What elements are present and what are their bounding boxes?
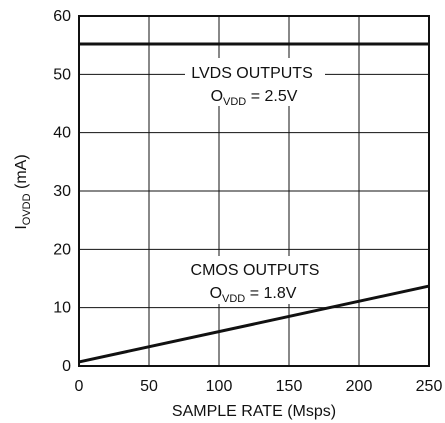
y-tick-label: 10 <box>53 300 71 317</box>
y-tick-label: 40 <box>53 125 71 142</box>
y-tick-label: 50 <box>53 66 71 83</box>
cmos-annotation-line2: OVDD = 1.8V <box>210 285 297 305</box>
series-group <box>78 42 430 364</box>
x-tick-label: 150 <box>276 378 303 395</box>
x-tick-label: 100 <box>206 378 233 395</box>
x-tick-label: 200 <box>346 378 373 395</box>
lvds-label-background <box>185 58 325 106</box>
lvds-annotation-line2: OVDD = 2.5V <box>211 88 298 108</box>
y-tick-label: 30 <box>53 183 71 200</box>
x-tick-label: 0 <box>75 378 84 395</box>
plot-frame <box>78 15 430 367</box>
y-tick-label: 0 <box>62 358 71 375</box>
cmos-label-background <box>187 256 327 304</box>
y-tick-label: 20 <box>53 241 71 258</box>
x-axis-title: SAMPLE RATE (Msps) <box>172 403 336 420</box>
lvds-annotation-line1: LVDS OUTPUTS <box>191 65 313 82</box>
x-tick-labels: 0 50 100 150 200 250 <box>75 378 443 395</box>
x-tick-label: 250 <box>416 378 443 395</box>
y-tick-labels: 0 10 20 30 40 50 60 <box>53 8 71 375</box>
cmos-annotation-line1: CMOS OUTPUTS <box>191 262 320 279</box>
y-tick-label: 60 <box>53 8 71 25</box>
cmos-series-line <box>78 284 430 364</box>
x-tick-label: 50 <box>140 378 158 395</box>
y-axis-title: IOVDD (mA) <box>13 154 33 229</box>
